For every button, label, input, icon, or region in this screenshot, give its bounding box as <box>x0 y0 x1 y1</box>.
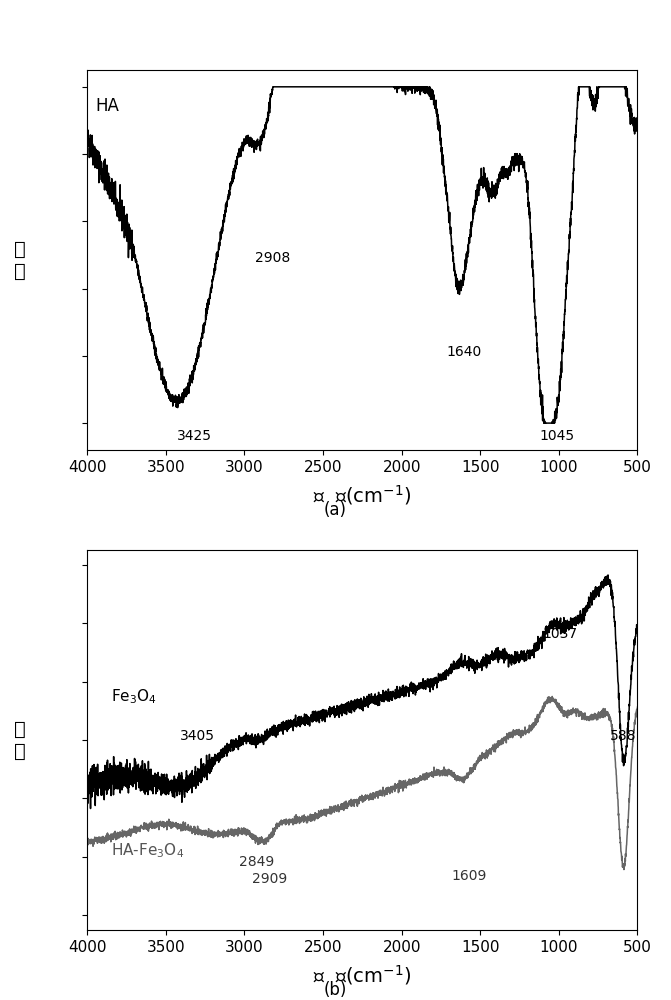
Text: 1045: 1045 <box>539 429 575 443</box>
X-axis label: 波  数(cm$^{-1}$): 波 数(cm$^{-1}$) <box>313 963 411 987</box>
Text: HA: HA <box>95 97 119 115</box>
Text: HA-Fe$_3$O$_4$: HA-Fe$_3$O$_4$ <box>111 842 184 860</box>
Text: 2908: 2908 <box>255 251 291 265</box>
Text: 2909: 2909 <box>252 872 287 886</box>
Text: 3425: 3425 <box>176 429 211 443</box>
Text: 3405: 3405 <box>180 729 215 743</box>
Text: Fe$_3$O$_4$: Fe$_3$O$_4$ <box>111 687 156 706</box>
Text: 1037: 1037 <box>543 627 578 641</box>
Text: 588: 588 <box>610 729 637 743</box>
Text: 强
度: 强 度 <box>14 720 26 760</box>
Text: (a): (a) <box>324 501 347 519</box>
Text: 1640: 1640 <box>447 345 482 359</box>
Text: 强
度: 强 度 <box>14 239 26 280</box>
Text: 2849: 2849 <box>240 855 274 869</box>
X-axis label: 波  数(cm$^{-1}$): 波 数(cm$^{-1}$) <box>313 483 411 507</box>
Text: (b): (b) <box>324 981 347 999</box>
Text: 1609: 1609 <box>452 869 487 883</box>
